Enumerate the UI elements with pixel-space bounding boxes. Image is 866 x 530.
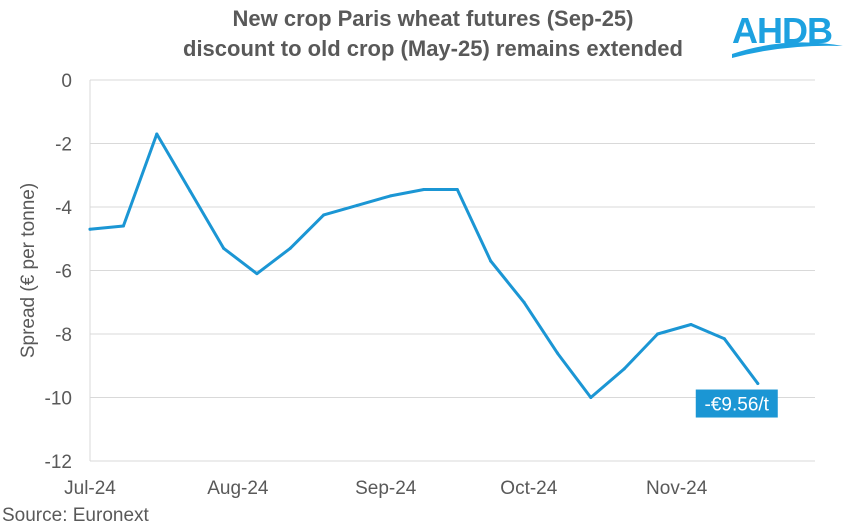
data-point bbox=[689, 322, 693, 326]
y-tick-label: -8 bbox=[55, 325, 72, 346]
logo-swoosh-icon bbox=[732, 42, 843, 58]
data-point bbox=[555, 351, 559, 355]
data-point bbox=[455, 188, 459, 192]
y-tick-label: -6 bbox=[55, 262, 72, 283]
data-point bbox=[756, 382, 760, 386]
data-point bbox=[121, 224, 125, 228]
x-tick-label: Jul-24 bbox=[64, 478, 116, 499]
series-line bbox=[88, 132, 760, 399]
callout-label: -€9.56/t bbox=[705, 395, 770, 416]
data-point bbox=[188, 189, 192, 193]
data-point bbox=[656, 332, 660, 336]
y-tick-label: -4 bbox=[55, 198, 72, 219]
data-point bbox=[222, 246, 226, 250]
data-point bbox=[589, 396, 593, 399]
x-tick-label: Oct-24 bbox=[500, 478, 557, 499]
x-tick-label: Aug-24 bbox=[207, 478, 269, 499]
data-point bbox=[622, 367, 626, 371]
data-point bbox=[522, 300, 526, 304]
y-axis-label: Spread (€ per tonne) bbox=[18, 183, 39, 358]
x-tick-label: Nov-24 bbox=[646, 478, 708, 499]
y-tick-label: -10 bbox=[45, 389, 72, 410]
data-point bbox=[322, 213, 326, 217]
ahdb-logo: AHDB bbox=[730, 10, 845, 58]
callout-box bbox=[695, 389, 778, 418]
data-point bbox=[422, 188, 426, 192]
data-point bbox=[155, 132, 159, 136]
y-tick-label: 0 bbox=[61, 71, 72, 92]
source-note: Source: Euronext bbox=[2, 505, 149, 526]
chart-title-line-1: New crop Paris wheat futures (Sep-25) bbox=[232, 6, 634, 31]
data-point bbox=[355, 203, 359, 207]
x-tick-label: Sep-24 bbox=[355, 478, 417, 499]
data-point bbox=[255, 272, 259, 276]
data-point bbox=[88, 227, 92, 231]
y-tick-label: -2 bbox=[55, 135, 72, 156]
data-point bbox=[388, 194, 392, 198]
y-tick-label: -12 bbox=[45, 452, 72, 473]
data-point bbox=[722, 337, 726, 341]
chart-title: New crop Paris wheat futures (Sep-25) di… bbox=[0, 4, 866, 64]
data-point bbox=[489, 259, 493, 263]
data-point bbox=[288, 246, 292, 250]
chart-title-line-2: discount to old crop (May-25) remains ex… bbox=[183, 36, 683, 61]
